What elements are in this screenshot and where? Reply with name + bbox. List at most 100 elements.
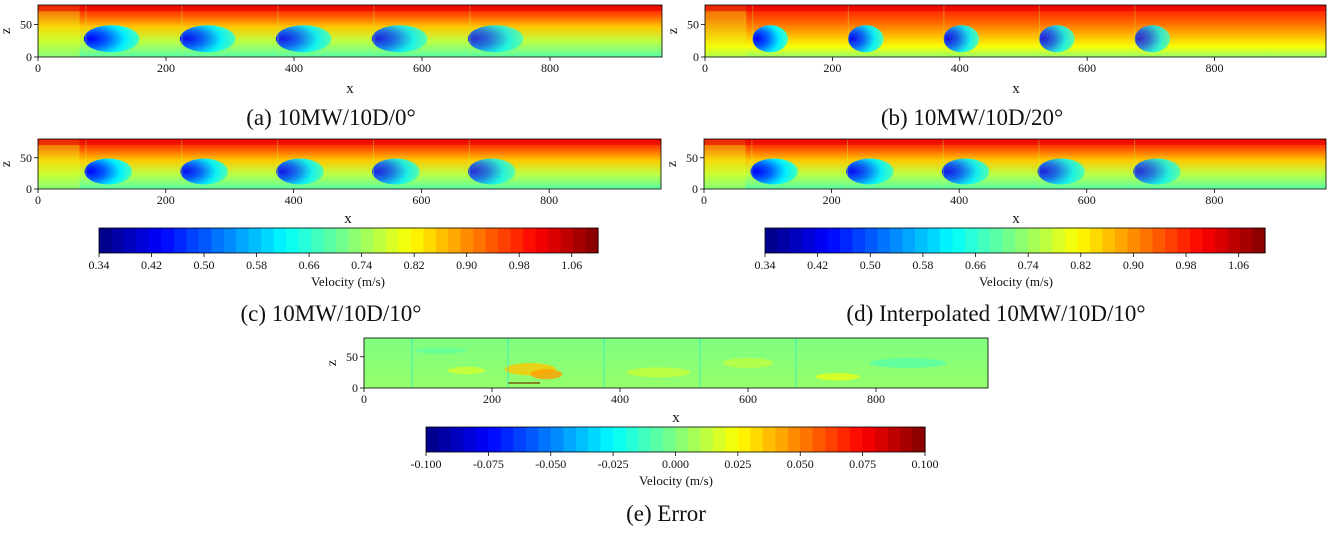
error-patch-8 (869, 358, 947, 368)
plot-e: 0 200 400 600 800 0 50 x z -0.100 -0.075 -0.050 -0.0… (325, 337, 989, 526)
colorbar-swatch (348, 228, 362, 253)
colorbar-swatch (737, 427, 751, 452)
colorbar-tick-label: -0.025 (598, 457, 629, 471)
caption-a: (a) 10MW/10D/0° (246, 105, 416, 130)
colorbar-swatch (448, 228, 462, 253)
x-tick-label: 400 (951, 61, 969, 75)
velocity-background (38, 5, 662, 57)
x-tick-label: 200 (157, 61, 175, 75)
colorbar-swatch (1027, 228, 1041, 253)
colorbar-swatch (952, 228, 966, 253)
y-tick-label: 0 (352, 381, 358, 395)
velocity-background (704, 139, 1326, 189)
y-axis-label: z (0, 28, 14, 34)
y-tick-label: 0 (26, 182, 32, 196)
colorbar-swatch (977, 228, 991, 253)
colorbar-swatch (1065, 228, 1079, 253)
colorbar-tick-label: -0.075 (473, 457, 504, 471)
error-patch-4 (626, 367, 691, 378)
colorbar-swatch (812, 427, 826, 452)
colorbar-swatch (1202, 228, 1216, 253)
colorbar-tick-label: 0.90 (456, 258, 477, 272)
colorbar-swatch (1127, 228, 1141, 253)
wake-1 (752, 25, 789, 53)
inflow-region (705, 5, 747, 57)
colorbar-swatch (887, 427, 901, 452)
colorbar-swatch (1102, 228, 1116, 253)
wake-4 (1037, 158, 1085, 185)
colorbar-swatch (1177, 228, 1191, 253)
axes-frame-a (37, 4, 663, 58)
x-tick-label: 200 (823, 193, 841, 207)
colorbar-tick-label: 0.98 (1176, 258, 1197, 272)
colorbar-swatch (435, 228, 449, 253)
wake-3 (276, 158, 324, 185)
colorbar-swatch (385, 228, 399, 253)
field-b (705, 5, 1326, 57)
colorbar-swatch (510, 228, 524, 253)
colorbar-tick-label: 0.58 (912, 258, 933, 272)
colorbar-label: Velocity (m/s) (311, 274, 385, 289)
colorbar-swatch (588, 427, 602, 452)
caption-b: (b) 10MW/10D/20° (881, 105, 1063, 130)
colorbar-swatch (1040, 228, 1054, 253)
colorbar-swatch (852, 228, 866, 253)
velocity-background (705, 5, 1326, 57)
wake-4 (1039, 25, 1075, 53)
y-tick-label: 0 (26, 50, 32, 64)
colorbar-tick-label: 0.74 (1018, 258, 1039, 272)
colorbar-swatch (790, 228, 804, 253)
colorbar-swatch (498, 228, 512, 253)
top-boundary-layer (38, 139, 661, 145)
colorbar-swatch (475, 427, 489, 452)
colorbar-swatch (750, 427, 764, 452)
x-tick-label: 0 (361, 392, 367, 406)
colorbar-swatch (525, 427, 539, 452)
error-patch-2 (530, 369, 563, 380)
colorbar-frame (98, 227, 599, 254)
colorbar-swatch (336, 228, 350, 253)
colorbar-swatch (940, 228, 954, 253)
x-axis-label: x (344, 211, 352, 227)
field-d (704, 139, 1326, 189)
colorbar-swatch (912, 427, 926, 452)
colorbar-swatch (513, 427, 527, 452)
colorbar-tick-label: 0.66 (965, 258, 986, 272)
colorbar-swatch (563, 427, 577, 452)
colorbar-swatch (261, 228, 275, 253)
x-tick-label: 800 (867, 392, 885, 406)
colorbar-swatch (1240, 228, 1254, 253)
colorbar-swatch (775, 427, 789, 452)
x-tick-label: 200 (157, 193, 175, 207)
colorbar-tick-label: 0.075 (849, 457, 876, 471)
error-patch-6 (722, 358, 774, 368)
x-tick-label: 800 (1206, 61, 1224, 75)
axes-frame-d (703, 138, 1327, 190)
y-tick-label: 50 (20, 151, 32, 165)
colorbar-swatch (236, 228, 250, 253)
x-tick-label: 200 (483, 392, 501, 406)
colorbar-swatch (827, 228, 841, 253)
colorbar-e: -0.100 -0.075 -0.050 -0.025 0.000 0.025 0.050 0… (411, 426, 939, 488)
colorbar-swatch (136, 228, 150, 253)
wake-4 (372, 158, 420, 185)
y-tick-label: 50 (686, 151, 698, 165)
colorbar-swatch (877, 228, 891, 253)
colorbar-swatch (840, 228, 854, 253)
colorbar-swatch (990, 228, 1004, 253)
colorbar-swatch (438, 427, 452, 452)
colorbar-swatch (450, 427, 465, 452)
wake-5 (1133, 158, 1181, 185)
colorbar-swatch (311, 228, 325, 253)
colorbar-swatch (862, 427, 876, 452)
colorbar-swatch (1252, 228, 1266, 253)
colorbar-swatch (1190, 228, 1204, 253)
colorbar-swatch (161, 228, 175, 253)
colorbar-d: 0.34 0.42 0.50 0.58 0.66 0.74 0.82 0.90 0.98 1.06… (755, 227, 1266, 289)
wake-1 (83, 25, 140, 53)
colorbar-swatch (815, 228, 829, 253)
colorbar-swatch (523, 228, 537, 253)
